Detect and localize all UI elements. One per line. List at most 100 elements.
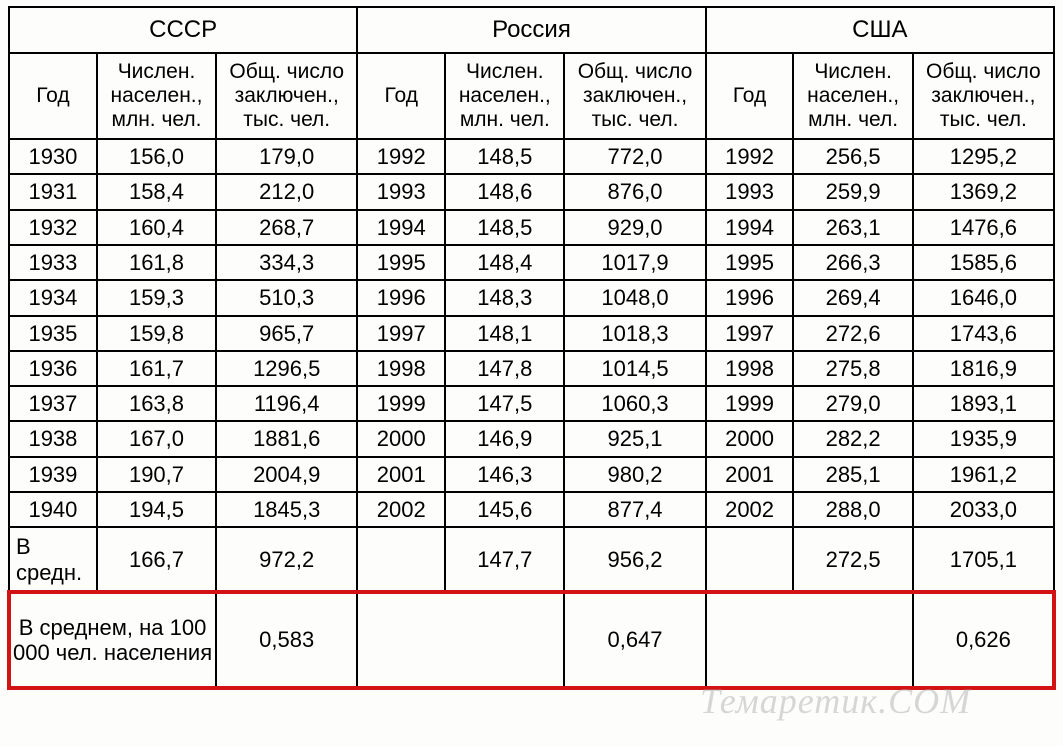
header-row-groups: СССР Россия США	[9, 7, 1054, 53]
cell: 1646,0	[913, 280, 1054, 315]
cell: 1743,6	[913, 316, 1054, 351]
cell: 2001	[357, 457, 445, 492]
row-averages: В средн.166,7972,2147,7956,2272,51705,1	[9, 527, 1054, 592]
cell: 1845,3	[216, 492, 357, 527]
col-year-b: Год	[357, 53, 445, 139]
col-pop-b: Числен. населен., млн. чел.	[445, 53, 564, 139]
avg-c-pri: 1705,1	[913, 527, 1054, 592]
cell: 179,0	[216, 139, 357, 174]
cell: 263,1	[793, 210, 912, 245]
avg-b-pop: 147,7	[445, 527, 564, 592]
col-pri-a: Общ. число заключен., тыс. чел.	[216, 53, 357, 139]
cell: 1937	[9, 386, 97, 421]
cell: 1999	[357, 386, 445, 421]
table-row: 1936161,71296,51998147,81014,51998275,81…	[9, 351, 1054, 386]
cell: 1993	[706, 174, 794, 209]
cell: 275,8	[793, 351, 912, 386]
cell: 2004,9	[216, 457, 357, 492]
cell: 2033,0	[913, 492, 1054, 527]
cell: 259,9	[793, 174, 912, 209]
cell: 148,3	[445, 280, 564, 315]
cell: 160,4	[97, 210, 216, 245]
cell: 194,5	[97, 492, 216, 527]
cell: 1999	[706, 386, 794, 421]
table-row: 1937163,81196,41999147,51060,31999279,01…	[9, 386, 1054, 421]
col-pri-c: Общ. число заключен., тыс. чел.	[913, 53, 1054, 139]
avg-a-pri: 972,2	[216, 527, 357, 592]
cell: 161,7	[97, 351, 216, 386]
cell: 980,2	[564, 457, 705, 492]
cell: 279,0	[793, 386, 912, 421]
per100k-a: 0,583	[216, 592, 357, 688]
cell: 1048,0	[564, 280, 705, 315]
data-table: СССР Россия США Год Числен. населен., мл…	[8, 6, 1055, 689]
cell: 146,9	[445, 421, 564, 456]
cell: 148,5	[445, 139, 564, 174]
cell: 1996	[706, 280, 794, 315]
cell: 877,4	[564, 492, 705, 527]
cell: 148,1	[445, 316, 564, 351]
cell: 1997	[706, 316, 794, 351]
cell: 1936	[9, 351, 97, 386]
group-russia: Россия	[357, 7, 705, 53]
col-year-c: Год	[706, 53, 794, 139]
group-ussr: СССР	[9, 7, 357, 53]
table-row: 1933161,8334,31995148,41017,91995266,315…	[9, 245, 1054, 280]
cell: 1995	[706, 245, 794, 280]
cell: 1017,9	[564, 245, 705, 280]
cell: 147,5	[445, 386, 564, 421]
cell: 148,4	[445, 245, 564, 280]
table-row: 1938167,01881,62000146,9925,12000282,219…	[9, 421, 1054, 456]
cell: 1994	[706, 210, 794, 245]
cell: 1939	[9, 457, 97, 492]
cell: 2000	[357, 421, 445, 456]
cell: 148,6	[445, 174, 564, 209]
avg-label: В средн.	[9, 527, 97, 592]
cell: 190,7	[97, 457, 216, 492]
cell: 1994	[357, 210, 445, 245]
cell: 272,6	[793, 316, 912, 351]
cell: 1938	[9, 421, 97, 456]
cell: 1881,6	[216, 421, 357, 456]
cell: 1933	[9, 245, 97, 280]
cell: 1992	[706, 139, 794, 174]
cell: 1816,9	[913, 351, 1054, 386]
cell: 1476,6	[913, 210, 1054, 245]
cell: 1932	[9, 210, 97, 245]
cell: 876,0	[564, 174, 705, 209]
table-row: 1940194,51845,32002145,6877,42002288,020…	[9, 492, 1054, 527]
cell: 1369,2	[913, 174, 1054, 209]
table-row: 1935159,8965,71997148,11018,31997272,617…	[9, 316, 1054, 351]
cell: 256,5	[793, 139, 912, 174]
cell: 1014,5	[564, 351, 705, 386]
cell: 1993	[357, 174, 445, 209]
cell: 925,1	[564, 421, 705, 456]
avg-b-pri: 956,2	[564, 527, 705, 592]
col-pop-a: Числен. населен., млн. чел.	[97, 53, 216, 139]
cell: 269,4	[793, 280, 912, 315]
group-usa: США	[706, 7, 1054, 53]
cell: 288,0	[793, 492, 912, 527]
cell: 282,2	[793, 421, 912, 456]
cell: 1296,5	[216, 351, 357, 386]
cell: 268,7	[216, 210, 357, 245]
cell: 334,3	[216, 245, 357, 280]
cell: 285,1	[793, 457, 912, 492]
cell: 1935	[9, 316, 97, 351]
cell: 1995	[357, 245, 445, 280]
cell: 1998	[357, 351, 445, 386]
header-row-sub: Год Числен. населен., млн. чел. Общ. чис…	[9, 53, 1054, 139]
avg-b-year-empty	[357, 527, 445, 592]
col-year-a: Год	[9, 53, 97, 139]
col-pri-b: Общ. число заключен., тыс. чел.	[564, 53, 705, 139]
avg-c-pop: 272,5	[793, 527, 912, 592]
avg-c-year-empty	[706, 527, 794, 592]
cell: 146,3	[445, 457, 564, 492]
cell: 1935,9	[913, 421, 1054, 456]
per100k-c: 0,626	[913, 592, 1054, 688]
cell: 1940	[9, 492, 97, 527]
cell: 212,0	[216, 174, 357, 209]
table-row: 1930156,0179,01992148,5772,01992256,5129…	[9, 139, 1054, 174]
cell: 1996	[357, 280, 445, 315]
cell: 2002	[357, 492, 445, 527]
